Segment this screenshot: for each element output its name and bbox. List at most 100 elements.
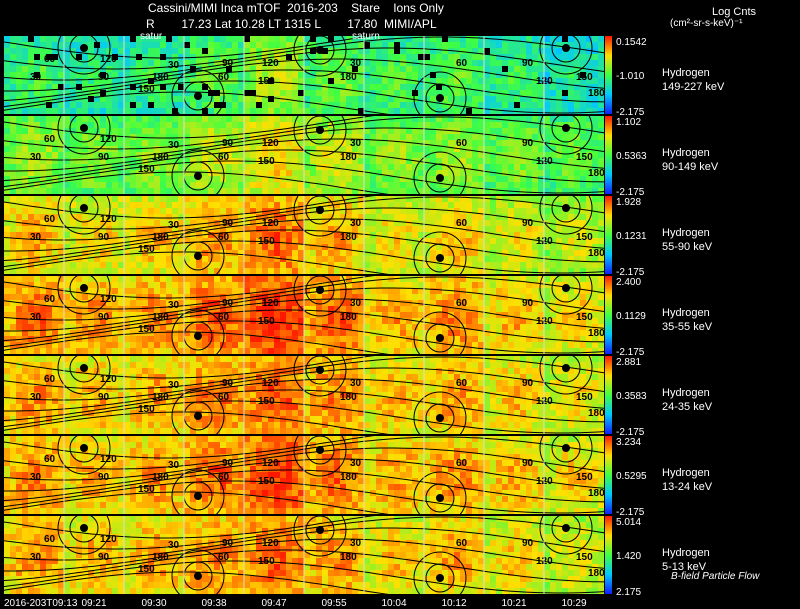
intensity-cell [178,108,184,114]
intensity-cell [298,318,304,324]
intensity-cell [352,152,358,158]
intensity-cell [550,152,556,158]
intensity-cell [232,84,238,90]
intensity-cell [532,152,538,158]
intensity-cell [424,96,430,102]
intensity-cell [526,232,532,238]
intensity-cell [172,226,178,232]
intensity-cell [106,152,112,158]
intensity-cell [214,214,220,220]
intensity-cell [346,42,352,48]
intensity-cell [562,182,568,188]
contour-ring [539,36,593,75]
intensity-cell [358,60,364,66]
intensity-cell [196,188,202,194]
intensity-cell [388,238,394,244]
intensity-cell [280,140,286,146]
intensity-cell [490,146,496,152]
intensity-cell [370,196,376,202]
intensity-cell [448,78,454,84]
intensity-cell [280,48,286,54]
intensity-cell [448,268,454,274]
contour-ring [57,196,111,235]
intensity-cell [394,108,400,114]
intensity-cell [118,90,124,96]
intensity-cell [358,282,364,288]
intensity-cell [148,158,154,164]
intensity-cell [532,244,538,250]
intensity-cell [196,42,202,48]
intensity-cell [232,330,238,336]
intensity-cell [298,60,304,66]
intensity-cell [112,208,118,214]
intensity-cell [316,146,322,152]
intensity-cell [484,122,490,128]
intensity-cell [34,330,40,336]
intensity-cell [178,116,184,122]
intensity-cell [394,312,400,318]
intensity-cell [274,268,280,274]
intensity-cell [16,66,22,72]
intensity-cell [256,214,262,220]
intensity-cell [244,182,250,188]
intensity-cell [46,238,52,244]
intensity-cell [556,42,562,48]
intensity-cell [532,262,538,268]
intensity-cell [568,152,574,158]
intensity-cell [106,294,112,300]
intensity-cell [190,256,196,262]
intensity-cell [166,66,172,72]
intensity-cell [346,300,352,306]
intensity-cell [88,202,94,208]
intensity-cell [238,36,244,42]
intensity-cell [40,256,46,262]
intensity-cell [172,36,178,42]
intensity-cell [466,182,472,188]
intensity-cell [274,348,280,354]
intensity-cell [340,134,346,140]
intensity-cell [514,90,520,96]
intensity-cell [166,312,172,318]
intensity-cell [292,78,298,84]
intensity-cell [160,268,166,274]
intensity-cell [334,214,340,220]
intensity-cell [82,78,88,84]
intensity-cell [352,188,358,194]
intensity-cell [58,152,64,158]
intensity-cell [124,60,130,66]
intensity-cell [544,170,550,176]
intensity-cell [112,72,118,78]
intensity-cell [364,90,370,96]
intensity-cell [472,48,478,54]
intensity-cell [412,146,418,152]
intensity-cell [178,268,184,274]
intensity-cell [460,122,466,128]
intensity-cell [244,116,250,122]
intensity-cell [256,108,262,114]
intensity-cell [46,256,52,262]
intensity-cell [52,300,58,306]
intensity-cell [472,244,478,250]
intensity-cell [334,164,340,170]
intensity-cell [232,116,238,122]
intensity-cell [52,164,58,170]
intensity-cell [34,108,40,114]
intensity-cell [82,188,88,194]
intensity-cell [442,220,448,226]
intensity-cell [280,90,286,96]
intensity-cell [214,36,220,42]
intensity-cell [352,348,358,354]
intensity-cell [196,108,202,114]
intensity-cell [430,196,436,202]
intensity-cell [562,146,568,152]
intensity-cell [262,158,268,164]
intensity-cell [76,164,82,170]
intensity-cell [274,84,280,90]
intensity-cell [520,256,526,262]
intensity-cell [580,202,586,208]
intensity-cell [298,312,304,318]
intensity-cell [292,300,298,306]
intensity-cell [580,232,586,238]
intensity-cell [418,196,424,202]
intensity-cell [280,122,286,128]
